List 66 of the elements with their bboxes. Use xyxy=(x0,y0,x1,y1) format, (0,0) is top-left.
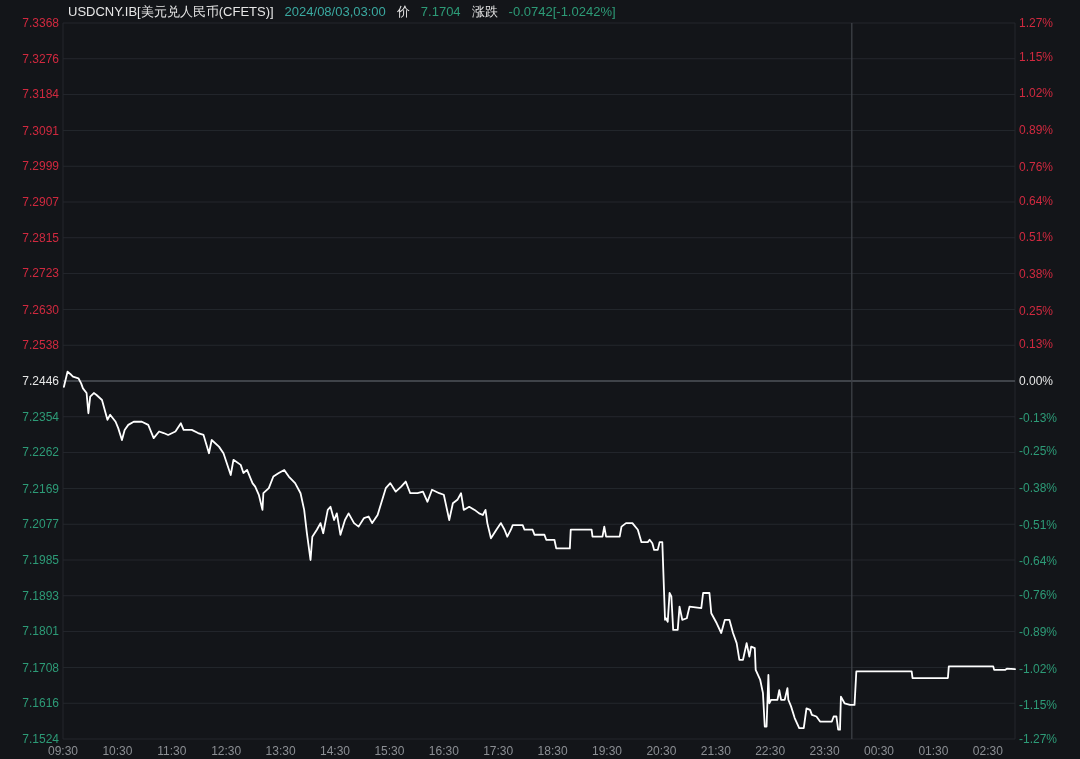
y-tick-label: 7.2907 xyxy=(22,195,60,209)
x-tick-label: 02:30 xyxy=(972,744,1004,758)
y2-tick-label: -0.89% xyxy=(1019,624,1058,639)
y2-tick-label: 0.25% xyxy=(1019,303,1054,318)
y2-tick-label: -0.76% xyxy=(1019,588,1058,603)
annotation: 7.1704 xyxy=(420,3,461,19)
y-tick-label: 7.2999 xyxy=(22,159,60,174)
x-tick-label: 12:30 xyxy=(211,744,242,758)
y2-tick-label: -1.15% xyxy=(1019,698,1058,713)
y-tick-label: 7.2077 xyxy=(22,517,60,532)
x-tick-label: 21:30 xyxy=(700,744,732,758)
annotation: 涨跌 xyxy=(471,3,498,19)
y-tick-label: 7.3368 xyxy=(22,16,60,30)
x-tick-label: 17:30 xyxy=(483,744,514,758)
x-tick-label: 10:30 xyxy=(102,744,133,758)
x-tick-label: 13:30 xyxy=(265,744,296,758)
x-tick-label: 09:30 xyxy=(47,744,79,758)
y-tick-label: 7.1708 xyxy=(22,660,60,675)
y2-tick-label: 0.13% xyxy=(1019,337,1054,352)
y-tick-label: 7.2354 xyxy=(22,409,60,424)
x-tick-label: 16:30 xyxy=(428,744,460,758)
y2-tick-label: -1.02% xyxy=(1019,661,1058,676)
y-tick-label: 7.3091 xyxy=(22,123,60,138)
x-tick-label: 22:30 xyxy=(755,744,786,758)
y-tick-label: 7.1616 xyxy=(22,696,60,711)
title: USDCNY.IB[美元兑人民币(CFETS)] xyxy=(68,3,274,19)
y-tick-label: 7.2169 xyxy=(22,481,60,496)
x-tick-label: 11:30 xyxy=(157,744,187,758)
y2-tick-label: 1.02% xyxy=(1019,86,1054,101)
annotation: 价 xyxy=(396,3,410,19)
y2-tick-label: 0.64% xyxy=(1019,193,1054,208)
x-tick-label: 18:30 xyxy=(537,744,568,758)
y2-tick-label: 0.38% xyxy=(1019,266,1054,281)
x-tick-label: 01:30 xyxy=(918,744,949,758)
y-tick-label: 7.2815 xyxy=(22,230,60,245)
y2-tick-label: -0.25% xyxy=(1019,444,1058,459)
y2-tick-label: 0.00% xyxy=(1019,374,1054,388)
x-tick-label: 15:30 xyxy=(374,744,405,758)
y-tick-label: 7.1893 xyxy=(22,588,60,603)
x-tick-label: 14:30 xyxy=(319,744,351,758)
y-tick-label: 7.1801 xyxy=(22,624,60,639)
x-tick-label: 00:30 xyxy=(863,744,895,758)
subtitle: 2024/08/03,03:00 xyxy=(284,3,386,19)
x-tick-label: 23:30 xyxy=(809,744,840,758)
y2-tick-label: -0.64% xyxy=(1019,554,1058,569)
y-tick-label: 7.2538 xyxy=(22,338,60,353)
y-tick-label: 7.2446 xyxy=(22,374,60,388)
y-tick-label: 7.3276 xyxy=(22,51,60,66)
y2-tick-label: 0.89% xyxy=(1019,123,1054,138)
y2-tick-label: 1.27% xyxy=(1019,16,1054,30)
y2-tick-label: -0.51% xyxy=(1019,517,1058,532)
y-tick-label: 7.1985 xyxy=(22,553,60,567)
y-tick-label: 7.2262 xyxy=(22,445,60,460)
y2-tick-label: 0.76% xyxy=(1019,159,1054,174)
x-tick-label: 19:30 xyxy=(591,744,623,758)
annotation: -0.0742[-1.0242%] xyxy=(508,3,616,19)
y2-tick-label: 0.51% xyxy=(1019,230,1054,245)
y-tick-label: 7.2723 xyxy=(22,266,60,281)
x-tick-label: 20:30 xyxy=(646,744,677,758)
y2-tick-label: 1.15% xyxy=(1019,49,1054,64)
y-tick-label: 7.1524 xyxy=(22,732,60,746)
y2-tick-label: -1.27% xyxy=(1019,732,1058,746)
y-tick-label: 7.2630 xyxy=(22,302,60,317)
y2-tick-label: -0.13% xyxy=(1019,410,1058,425)
y2-tick-label: -0.38% xyxy=(1019,481,1058,496)
y-tick-label: 7.3184 xyxy=(22,87,60,102)
